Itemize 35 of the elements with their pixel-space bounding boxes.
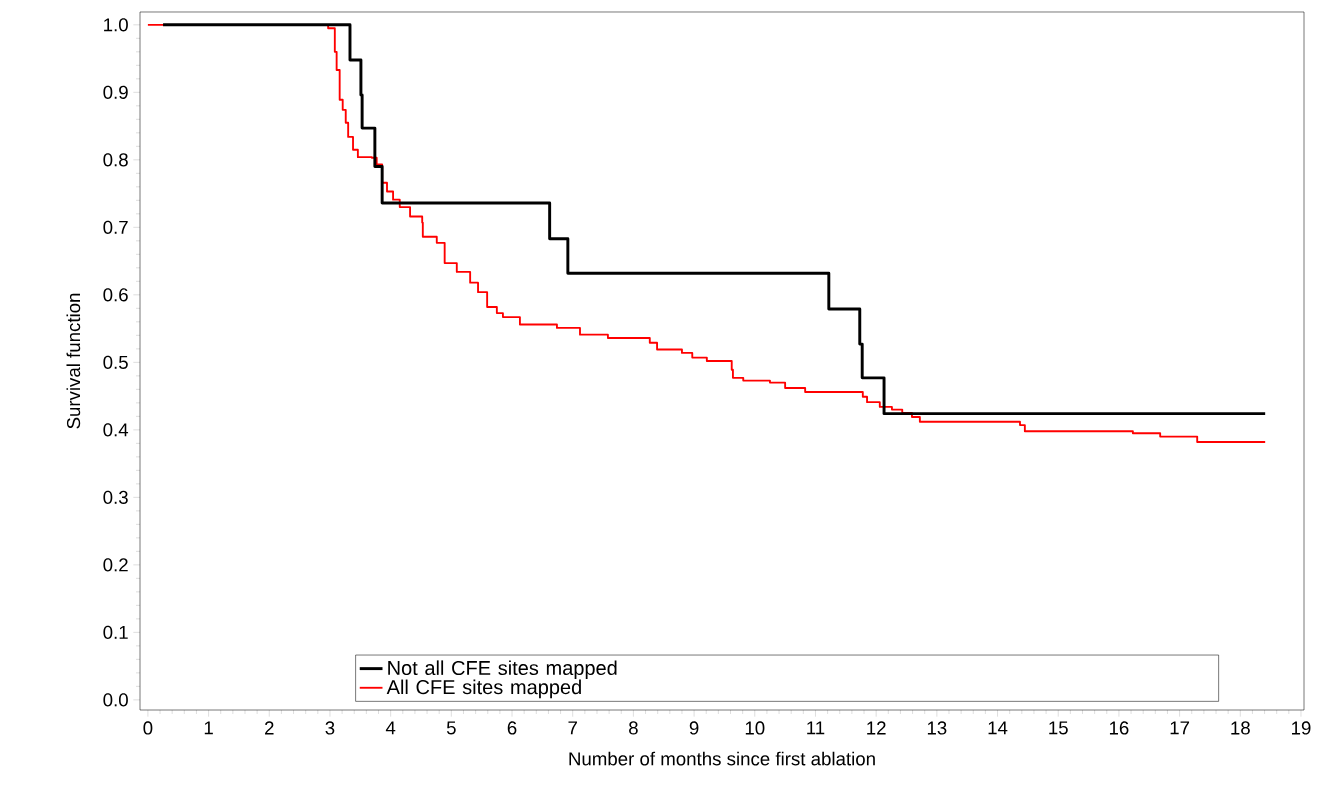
x-tick-label: 12 <box>867 721 886 735</box>
y-tick-label: 0.5 <box>103 355 128 369</box>
x-tick-label: 18 <box>1231 721 1250 735</box>
legend-label: All CFE sites mapped <box>386 679 581 699</box>
y-tick-label: 0.6 <box>103 288 128 302</box>
x-tick-label: 8 <box>629 721 638 735</box>
y-tick-label: 0.3 <box>103 490 128 504</box>
x-tick-label: 11 <box>807 721 825 735</box>
legend-label: Not all CFE sites mapped <box>388 660 617 680</box>
x-axis-title: Number of months since first ablation <box>569 751 875 766</box>
x-tick-label: 13 <box>927 721 947 735</box>
y-tick-label: 0.2 <box>103 558 128 572</box>
y-tick-label: 0.9 <box>103 85 128 99</box>
x-tick-label: 15 <box>1049 721 1068 735</box>
y-tick-label: 0.7 <box>103 220 128 234</box>
x-tick-label: 6 <box>507 721 517 735</box>
y-tick-label: 1.0 <box>104 18 128 32</box>
x-tick-label: 2 <box>265 721 274 735</box>
y-tick-label: 0.4 <box>103 423 129 437</box>
x-tick-label: 0 <box>143 721 153 735</box>
x-tick-label: 4 <box>385 721 396 735</box>
y-tick-label: 0.0 <box>103 693 128 707</box>
x-tick-label: 7 <box>568 721 577 735</box>
x-tick-label: 1 <box>204 721 213 735</box>
x-tick-label: 17 <box>1170 721 1190 735</box>
x-tick-label: 10 <box>745 721 765 735</box>
x-tick-label: 3 <box>325 721 335 735</box>
y-axis-title: Survival function <box>66 293 81 429</box>
x-tick-label: 9 <box>689 721 699 735</box>
y-tick-label: 0.8 <box>103 153 128 167</box>
x-tick-label: 19 <box>1292 721 1311 735</box>
x-tick-label: 14 <box>988 721 1008 735</box>
x-tick-label: 5 <box>446 721 456 735</box>
x-tick-label: 16 <box>1109 721 1129 735</box>
y-tick-label: 0.1 <box>103 625 128 639</box>
